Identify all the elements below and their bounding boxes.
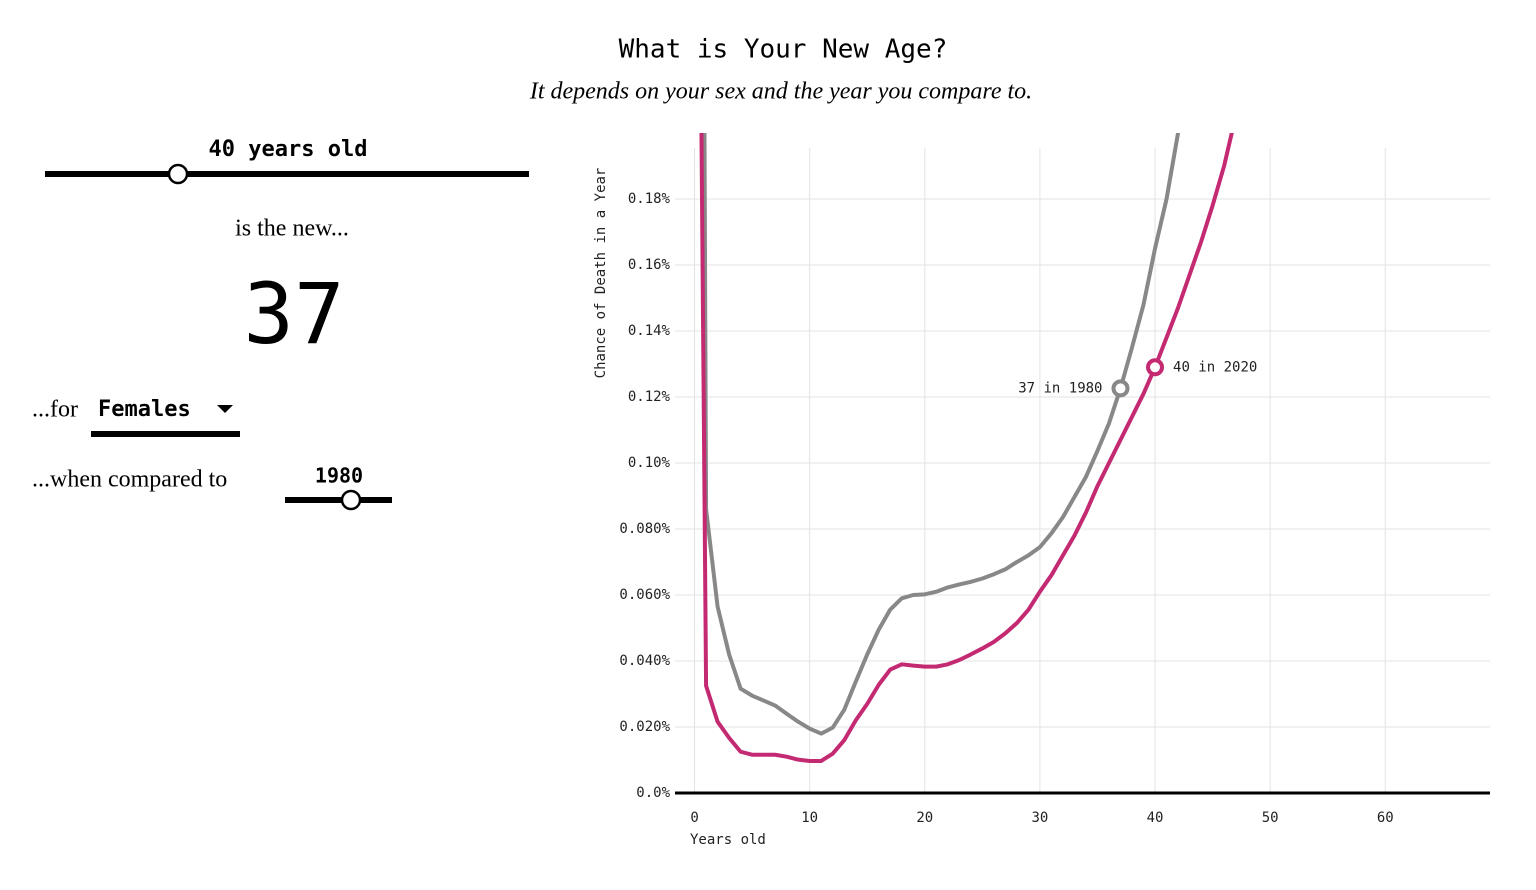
y-tick-label: 0.16% xyxy=(628,257,671,273)
annotation-point xyxy=(1146,358,1165,377)
x-tick-label: 40 xyxy=(1147,810,1164,826)
series-line xyxy=(702,133,1181,736)
chart: 0 10 20 30 40 50 60 0.0% 0.020% 0.040% 0.060% 0.080… xyxy=(593,133,1490,848)
sex-value[interactable]: Females xyxy=(98,397,191,422)
for-label: ...for xyxy=(32,397,78,423)
x-tick-label: 60 xyxy=(1377,810,1394,826)
y-tick-label: 0.060% xyxy=(619,587,670,603)
subtitle: It depends on your sex and the year you … xyxy=(529,79,1032,105)
new-age: 37 xyxy=(243,265,344,363)
y-axis-title: Chance of Death in a Year xyxy=(593,168,609,379)
y-tick-label: 0.12% xyxy=(628,389,671,405)
is-the-new: is the new... xyxy=(235,216,349,242)
year-value: 1980 xyxy=(315,464,363,488)
compared-label: ...when compared to xyxy=(32,467,227,493)
y-tick-label: 0.0% xyxy=(636,785,670,801)
age-slider-knob[interactable] xyxy=(167,163,189,185)
year-slider-knob[interactable] xyxy=(340,489,362,511)
x-axis-title: Years old xyxy=(690,832,766,848)
x-tick-label: 30 xyxy=(1031,810,1048,826)
annotation-point xyxy=(1111,379,1130,398)
y-tick-label: 0.14% xyxy=(628,323,671,339)
series-line xyxy=(699,133,1234,763)
y-tick-label: 0.10% xyxy=(628,455,671,471)
sex-dropdown[interactable]: Females xyxy=(91,397,240,437)
title: What is Your New Age? xyxy=(619,35,948,65)
y-tick-label: 0.040% xyxy=(619,653,670,669)
y-tick-label: 0.020% xyxy=(619,719,670,735)
y-tick-label: 0.080% xyxy=(619,521,670,537)
dropdown-arrow[interactable] xyxy=(217,405,233,413)
plot-area xyxy=(699,133,1234,763)
y-tick-label: 0.18% xyxy=(628,191,671,207)
x-tick-label: 10 xyxy=(801,810,818,826)
x-tick-label: 0 xyxy=(690,810,698,826)
annotation-label: 40 in 2020 xyxy=(1173,359,1257,375)
annotation-label: 37 in 1980 xyxy=(1018,380,1102,396)
x-tick-label: 50 xyxy=(1262,810,1279,826)
age-label: 40 years old xyxy=(209,137,368,162)
x-tick-label: 20 xyxy=(916,810,933,826)
